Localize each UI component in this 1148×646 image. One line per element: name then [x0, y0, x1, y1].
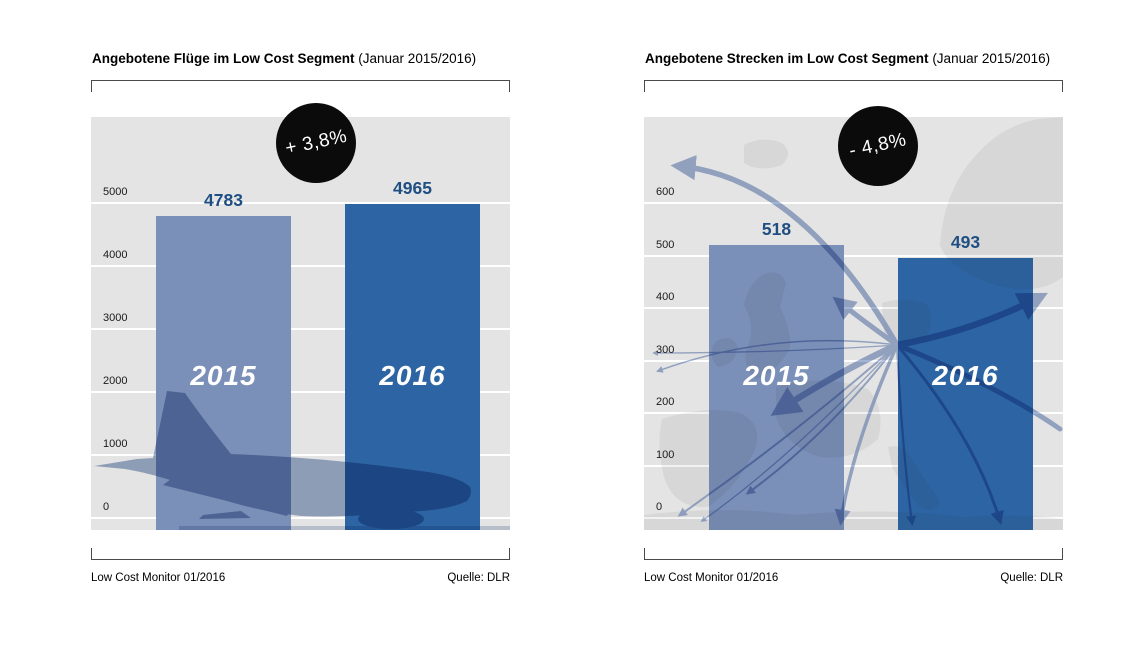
chart-footer: Low Cost Monitor 01/2016 Quelle: DLR	[91, 572, 510, 584]
y-axis-tick-label: 1000	[103, 438, 128, 450]
y-axis-tick-label: 2000	[103, 375, 128, 387]
gridline	[91, 328, 510, 330]
bracket-bottom	[91, 548, 510, 560]
bar-value-label: 4965	[393, 178, 432, 199]
chart-title: Angebotene Strecken im Low Cost Segment …	[645, 51, 1050, 66]
flights-chart: Angebotene Flüge im Low Cost Segment (Ja…	[91, 0, 510, 646]
bar-year-label: 2016	[932, 360, 999, 391]
y-axis-tick-label: 5000	[103, 186, 128, 198]
gridline	[91, 517, 510, 519]
percent-change-label: - 4,8%	[847, 129, 909, 162]
chart-footer: Low Cost Monitor 01/2016 Quelle: DLR	[644, 572, 1063, 584]
bar-2016	[898, 258, 1033, 530]
chart-title-main: Angebotene Strecken im Low Cost Segment	[645, 51, 929, 66]
y-axis-tick-label: 300	[656, 343, 675, 356]
y-axis-tick-label: 0	[656, 501, 663, 513]
bar-value-label: 4783	[204, 189, 243, 210]
bar-year-label: 2016	[379, 360, 446, 391]
chart-title-main: Angebotene Flüge im Low Cost Segment	[92, 51, 355, 66]
y-axis-tick-label: 0	[103, 501, 110, 513]
y-axis-tick-label: 100	[656, 448, 675, 461]
y-axis-tick-label: 400	[656, 291, 675, 303]
gridline	[91, 202, 510, 204]
percent-change-badge: - 4,8%	[838, 106, 918, 186]
source-credit: Quelle: DLR	[447, 572, 510, 584]
y-axis-tick-label: 500	[656, 238, 675, 251]
routes-chart: Angebotene Strecken im Low Cost Segment …	[644, 0, 1063, 646]
bracket-bottom	[644, 548, 1063, 560]
chart-title: Angebotene Flüge im Low Cost Segment (Ja…	[92, 51, 476, 66]
source-credit: Quelle: DLR	[1000, 572, 1063, 584]
chart-title-note: (Januar 2015/2016)	[358, 51, 477, 66]
plot-area: 518 2015 493 2016	[644, 117, 1063, 530]
bar-value-label: 493	[950, 232, 981, 253]
chart-title-note: (Januar 2015/2016)	[932, 51, 1051, 66]
bar-year-label: 2015	[743, 360, 810, 391]
y-axis-tick-label: 4000	[103, 249, 128, 261]
gridline	[644, 254, 1063, 257]
source-line: Low Cost Monitor 01/2016	[91, 572, 226, 584]
y-axis-tick-label: 600	[656, 186, 675, 198]
y-axis-tick-label: 3000	[103, 312, 128, 324]
gridline	[91, 265, 510, 267]
bar-value-label: 518	[761, 219, 792, 240]
y-axis-tick-label: 200	[656, 396, 675, 408]
gridline	[644, 202, 1063, 204]
bar-year-label: 2015	[190, 360, 257, 391]
bracket-top	[644, 80, 1063, 92]
source-line: Low Cost Monitor 01/2016	[644, 572, 779, 584]
percent-change-label: + 3,8%	[283, 125, 349, 160]
bracket-top	[91, 80, 510, 92]
percent-change-badge: + 3,8%	[276, 103, 356, 183]
